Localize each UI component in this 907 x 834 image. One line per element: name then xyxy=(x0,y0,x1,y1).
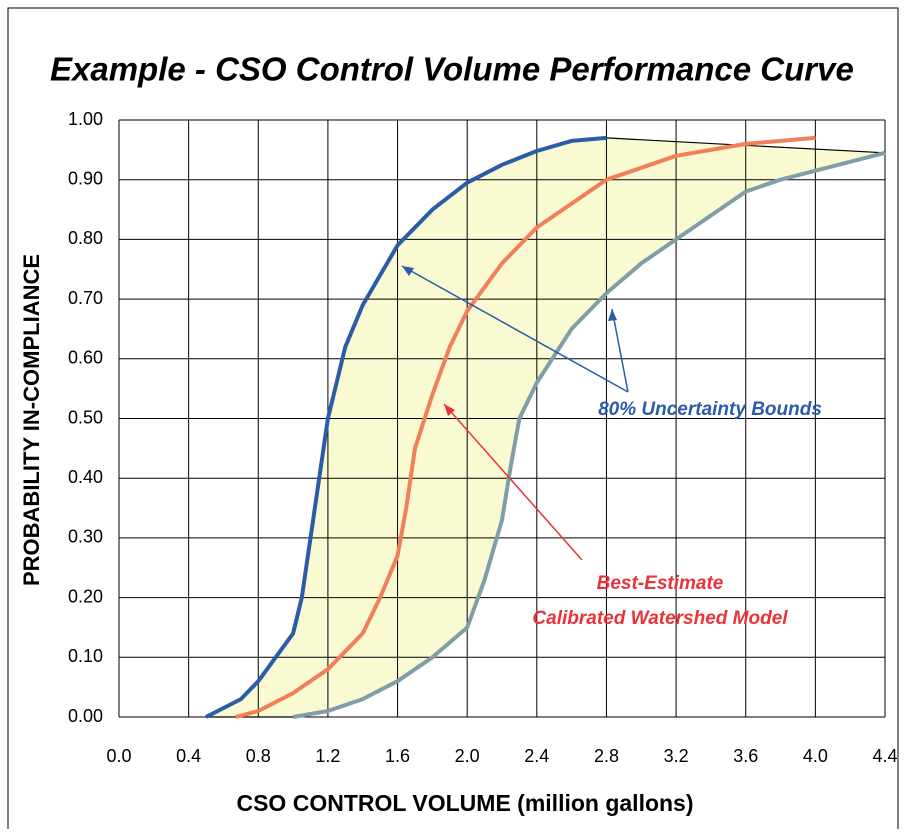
x-tick-label: 4.4 xyxy=(872,746,897,766)
y-tick-label: 0.50 xyxy=(68,407,103,427)
arrow xyxy=(401,265,629,393)
series-line xyxy=(235,135,816,719)
x-tick-label: 0.0 xyxy=(106,746,131,766)
x-tick-label: 2.4 xyxy=(524,746,549,766)
series-line xyxy=(205,135,607,719)
x-tick-label: 3.2 xyxy=(664,746,689,766)
arrow-head xyxy=(444,404,455,416)
y-tick-label: 0.10 xyxy=(68,646,103,666)
y-tick-label: 0.60 xyxy=(68,348,103,368)
annotation-arrows xyxy=(401,265,629,561)
x-tick-label: 1.6 xyxy=(385,746,410,766)
y-tick-label: 0.40 xyxy=(68,467,103,487)
y-tick-label: 0.70 xyxy=(68,288,103,308)
x-tick-label: 0.4 xyxy=(176,746,201,766)
x-tick-label: 0.8 xyxy=(246,746,271,766)
x-tick-label: 3.6 xyxy=(733,746,758,766)
series-line xyxy=(292,150,886,719)
y-tick-label: 0.00 xyxy=(68,706,103,726)
chart-title: Example - CSO Control Volume Performance… xyxy=(50,51,854,88)
y-tick-label: 0.20 xyxy=(68,586,103,606)
arrow-head xyxy=(608,309,617,321)
x-axis-label: CSO CONTROL VOLUME (million gallons) xyxy=(236,790,693,816)
y-tick-label: 0.80 xyxy=(68,228,103,248)
y-tick-label: 0.90 xyxy=(68,168,103,188)
x-tick-label: 2.8 xyxy=(594,746,619,766)
annotation: 80% Uncertainty Bounds xyxy=(598,399,822,420)
y-tick-label: 1.00 xyxy=(68,109,103,129)
y-axis-label: PROBABILITY IN-COMPLIANCE xyxy=(19,254,44,586)
plot-area: 0.00 0.10 0.20 0.30 0.40 0.50 0.60 0.70 0.80 0.90… xyxy=(68,109,898,766)
arrow-head xyxy=(402,266,414,276)
y-tick-label: 0.30 xyxy=(68,527,103,547)
frame xyxy=(7,7,899,829)
annotation: Best-Estimate xyxy=(597,573,724,594)
arrow xyxy=(443,403,583,561)
x-tick-label: 1.2 xyxy=(315,746,340,766)
arrow xyxy=(611,308,629,393)
x-tick-label: 2.0 xyxy=(455,746,480,766)
annotation: Calibrated Watershed Model xyxy=(532,608,788,629)
x-tick-label: 4.0 xyxy=(803,746,828,766)
